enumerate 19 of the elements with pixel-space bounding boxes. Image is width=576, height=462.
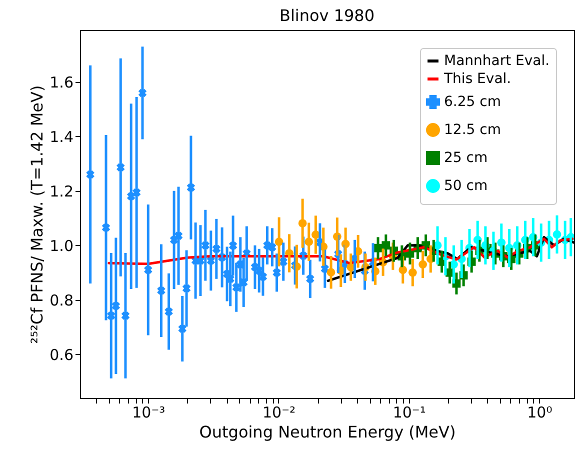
x-tick-label: 10⁻¹ xyxy=(392,404,426,422)
legend-label: 25 cm xyxy=(444,150,488,166)
legend-label: 12.5 cm xyxy=(444,122,501,138)
y-tick-label: 1.6 xyxy=(50,73,74,92)
x-tick-label: 10⁻² xyxy=(262,404,296,422)
y-tick-label: 1.0 xyxy=(50,236,74,255)
chart-title: Blinov 1980 xyxy=(279,6,375,25)
x-axis-title: Outgoing Neutron Energy (MeV) xyxy=(199,422,456,442)
legend-label: 6.25 cm xyxy=(444,94,501,110)
y-tick-label: 1.4 xyxy=(50,128,74,146)
x-tick-label: 10⁰ xyxy=(527,404,552,422)
x-tick-label: 10⁻³ xyxy=(132,404,166,422)
y-tick-label: 1.2 xyxy=(50,182,74,200)
y-tick-label: 0.8 xyxy=(50,291,74,310)
y-axis-title: ²⁵²Cf PFNS/ Maxw. (T=1.42 MeV) xyxy=(28,85,47,344)
y-tick-label: 0.6 xyxy=(50,346,74,364)
legend-label: This Eval. xyxy=(443,71,512,87)
legend-label: 50 cm xyxy=(444,178,488,194)
legend-label: Mannhart Eval. xyxy=(444,53,550,69)
